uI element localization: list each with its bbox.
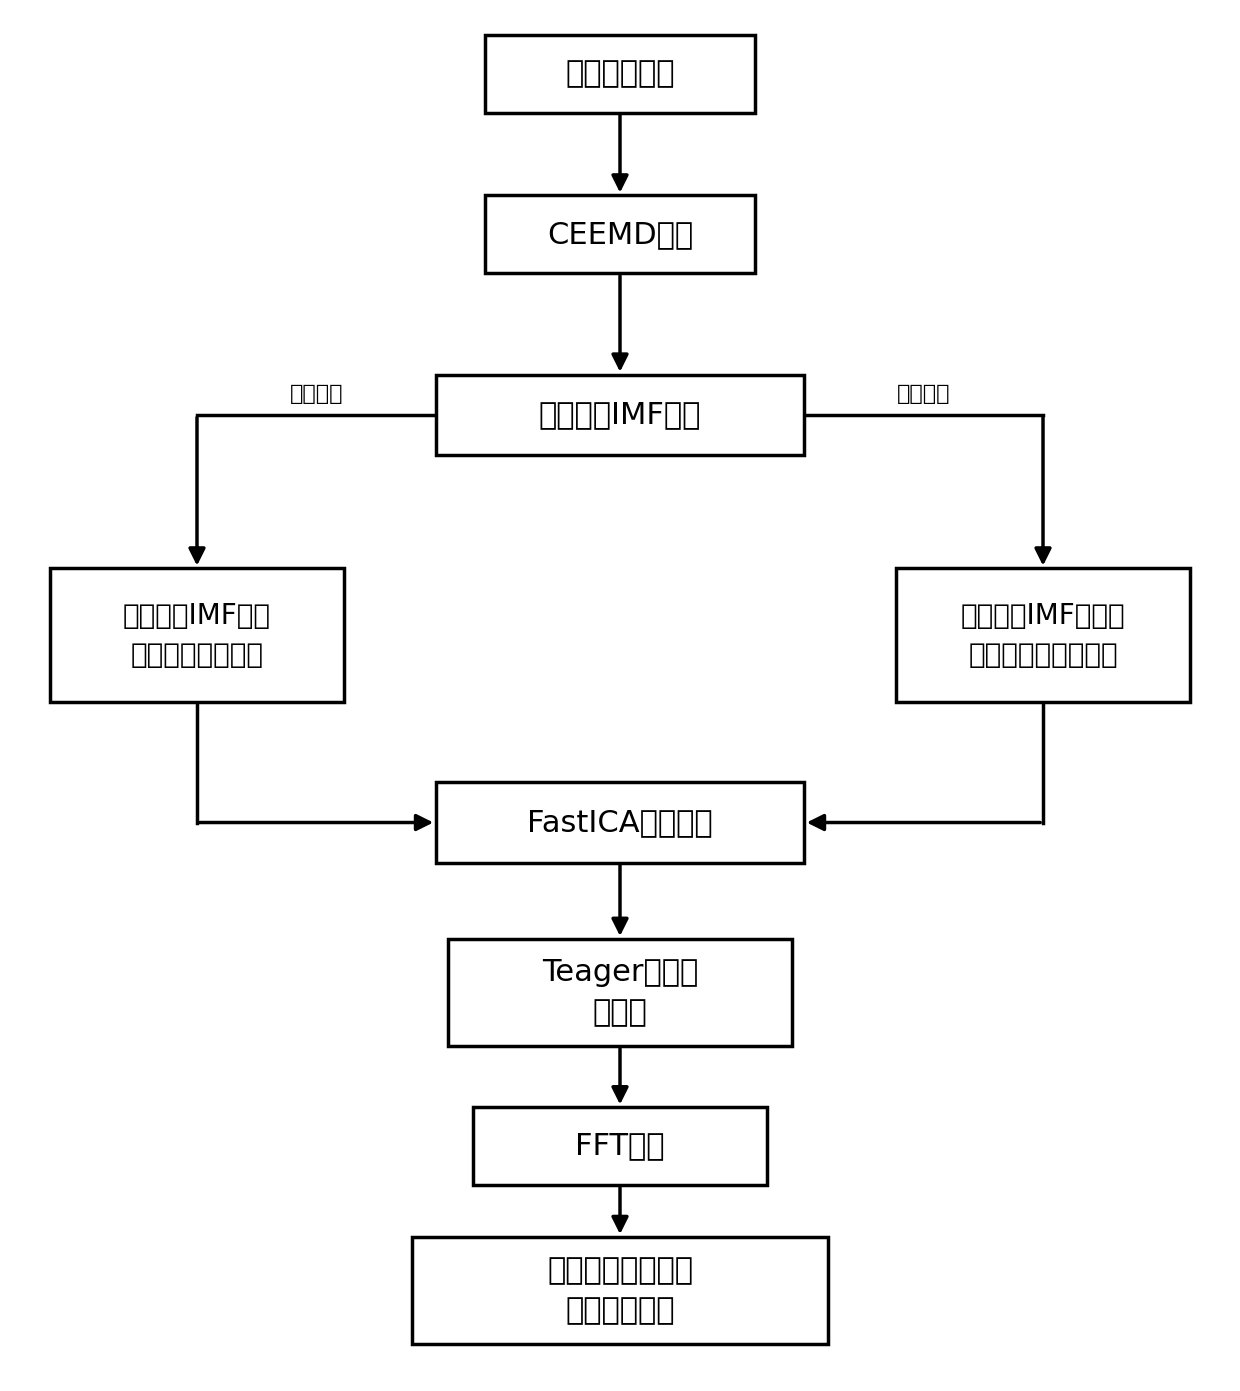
Bar (436, 782, 804, 862)
Text: 得到各个IMF分量: 得到各个IMF分量 (539, 401, 701, 430)
Text: 峭度准则: 峭度准则 (290, 384, 343, 403)
Bar (412, 1237, 828, 1344)
Bar (895, 569, 1190, 702)
Text: FFT变换: FFT变换 (575, 1131, 665, 1160)
Text: 提取故障特征频率
识别故障类型: 提取故障特征频率 识别故障类型 (547, 1256, 693, 1326)
Bar (485, 35, 755, 113)
Text: 轴承故障信号: 轴承故障信号 (565, 60, 675, 88)
Bar (472, 1107, 768, 1185)
Text: 选取相应IMF分量
组合重构观测信号: 选取相应IMF分量 组合重构观测信号 (123, 602, 272, 669)
Text: 选取相应IMF分量组
合构建虚拟通道信号: 选取相应IMF分量组 合构建虚拟通道信号 (961, 602, 1126, 669)
Text: CEEMD分解: CEEMD分解 (547, 220, 693, 249)
Text: Teager能量算
子解调: Teager能量算 子解调 (542, 957, 698, 1027)
Text: 峭度准则: 峭度准则 (897, 384, 950, 403)
Bar (436, 374, 804, 455)
Bar (449, 939, 791, 1046)
Bar (485, 196, 755, 273)
Text: FastICA算法解混: FastICA算法解混 (527, 808, 713, 837)
Bar (50, 569, 345, 702)
